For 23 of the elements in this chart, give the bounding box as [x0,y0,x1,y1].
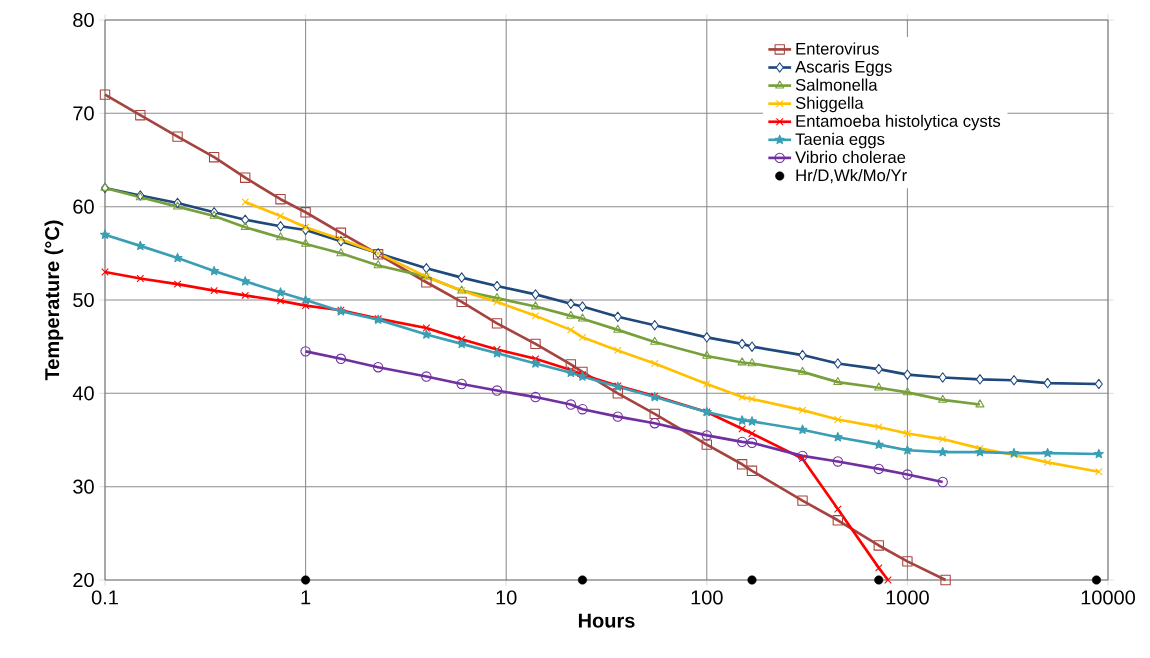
legend-label: Ascaris Eggs [795,60,892,76]
legend-label: Entamoeba histolytica cysts [796,114,1001,131]
y-axis-title: Temperature (°C) [44,220,64,381]
y-tick-label: 70 [73,106,94,121]
legend-label: Salmonella [795,78,878,91]
legend-label: Shiggella [795,96,864,113]
legend-label: Hr/D,Wk/Mo/Yr [796,168,907,184]
y-tick-label: 40 [72,386,94,401]
y-tick-label: 30 [73,479,94,494]
legend-label: Taenia eggs [795,132,885,149]
legend-label: Vibrio cholerae [795,150,906,164]
y-tick-label: 80 [73,12,94,28]
x-tick-label: 0.1 [91,590,118,605]
x-tick-label: 100 [691,590,723,605]
x-axis-title: Hours [578,613,635,628]
x-tick-label: 10 [496,590,517,605]
y-tick-label: 60 [73,199,94,214]
y-tick-label: 20 [73,572,94,588]
x-tick-label: 1000 [886,590,929,605]
x-tick-label: 10000 [1081,590,1135,605]
legend-label: Enterovirus [796,42,879,55]
y-tick-label: 50 [73,292,94,308]
x-tick-label: 1 [301,590,311,605]
